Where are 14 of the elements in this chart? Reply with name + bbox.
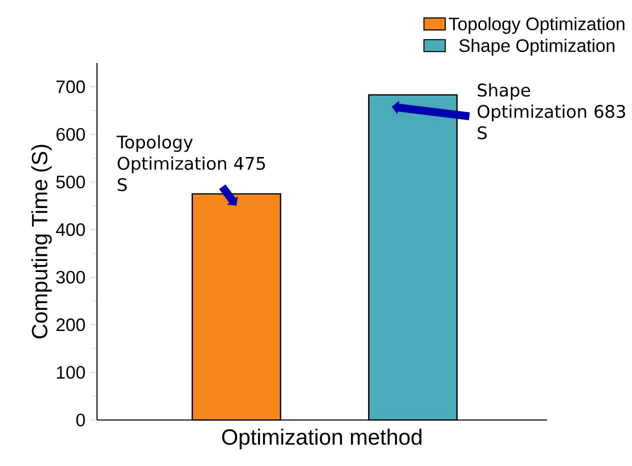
y-tick-label: 300 [56,270,85,284]
annotation: Shape Optimization 683 S [478,83,626,140]
y-tick-label: 500 [56,176,85,188]
legend-label: Topology Optimization [448,17,624,34]
y-tick-label: 200 [56,318,85,332]
y-tick-label: 600 [56,128,85,141]
y-axis-title: Computing Time (S) [31,144,52,338]
y-tick-label: 700 [56,80,85,94]
y-tick-label: 400 [56,223,85,236]
legend-label: Shape Optimization [459,38,614,56]
x-axis-title: Optimization method [222,428,422,450]
y-tick-label: 100 [56,366,85,379]
annotation: Topology Optimization 475 S [116,135,265,192]
y-tick-label: 0 [76,414,85,426]
